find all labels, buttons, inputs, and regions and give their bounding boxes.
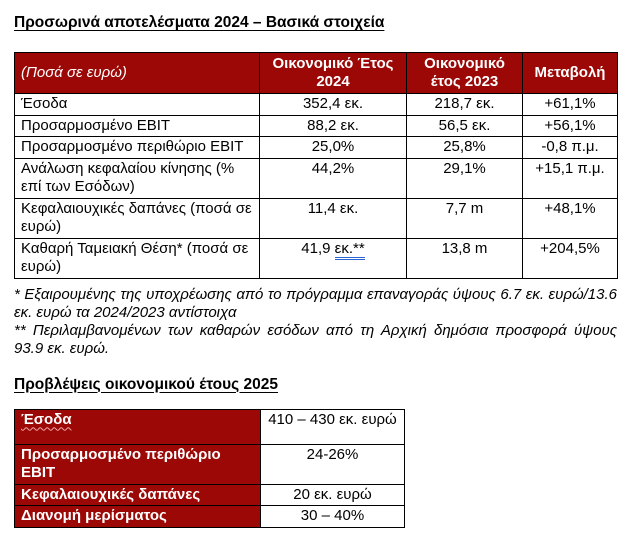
- row-label-text: Διανομή μερίσματος: [21, 507, 167, 524]
- table-row: Έσοδα 410 – 430 εκ. ευρώ: [14, 408, 405, 445]
- preliminary-results-title: Προσωρινά αποτελέσματα 2024 – Βασικά στο…: [14, 14, 385, 31]
- row-label: Ανάλωση κεφαλαίου κίνησης (% επί των Εσό…: [14, 157, 260, 199]
- guidance-table: Έσοδα 410 – 430 εκ. ευρώ Προσαρμοσμένο π…: [14, 408, 405, 528]
- row-value: 20 εκ. ευρώ: [260, 483, 405, 506]
- row-label: Διανομή μερίσματος: [14, 505, 261, 528]
- table-row: Κεφαλαιουχικές δαπάνες (ποσά σε ευρώ) 11…: [14, 197, 618, 239]
- value-2023: 56,5 εκ.: [406, 114, 523, 137]
- table-row: Ανάλωση κεφαλαίου κίνησης (% επί των Εσό…: [14, 157, 618, 199]
- row-label: Έσοδα: [14, 93, 260, 116]
- row-label: Προσαρμοσμένο περιθώριο EBIT: [14, 136, 260, 159]
- table-row: Κεφαλαιουχικές δαπάνες 20 εκ. ευρώ: [14, 483, 405, 506]
- value-2024-main: 41,9: [301, 239, 335, 257]
- table-row: Έσοδα 352,4 εκ. 218,7 εκ. +61,1%: [14, 93, 618, 116]
- value-2024: 88,2 εκ.: [259, 114, 407, 137]
- footnote-1: * Εξαιρουμένης της υποχρέωσης από το πρό…: [14, 285, 617, 321]
- grammar-check-underline: εκ.**: [334, 239, 365, 260]
- guidance-title: Προβλέψεις οικονομικού έτους 2025: [14, 375, 279, 393]
- value-change: +61,1%: [522, 93, 618, 116]
- header-fiscal-year-2023: Οικονομικό έτος 2023: [406, 52, 523, 94]
- table-header-row: (Ποσά σε ευρώ) Οικονομικό Έτος 2024 Οικο…: [14, 52, 618, 94]
- table-row: Προσαρμοσμένο EBIT 88,2 εκ. 56,5 εκ. +56…: [14, 114, 618, 137]
- table-row: Προσαρμοσμένο περιθώριο EBIT 24-26%: [14, 443, 405, 485]
- row-value: 30 – 40%: [260, 505, 405, 528]
- preliminary-results-table: (Ποσά σε ευρώ) Οικονομικό Έτος 2024 Οικο…: [14, 52, 618, 279]
- value-2024: 11,4 εκ.: [259, 197, 407, 239]
- value-2023: 218,7 εκ.: [406, 93, 523, 116]
- table-row: Προσαρμοσμένο περιθώριο EBIT 25,0% 25,8%…: [14, 136, 618, 159]
- value-2023: 13,8 m: [406, 237, 523, 279]
- table-row: Καθαρή Ταμειακή Θέση* (ποσά σε ευρώ) 41,…: [14, 237, 618, 279]
- value-change: -0,8 π.μ.: [522, 136, 618, 159]
- value-2023: 7,7 m: [406, 197, 523, 239]
- value-2023: 25,8%: [406, 136, 523, 159]
- value-2024: 352,4 εκ.: [259, 93, 407, 116]
- value-2024: 41,9 εκ.**: [259, 237, 407, 279]
- row-label: Κεφαλαιουχικές δαπάνες: [14, 483, 261, 506]
- row-label: Καθαρή Ταμειακή Θέση* (ποσά σε ευρώ): [14, 237, 260, 279]
- row-label: Προσαρμοσμένο περιθώριο EBIT: [14, 443, 261, 485]
- header-amounts-note: (Ποσά σε ευρώ): [14, 52, 260, 94]
- value-change: +56,1%: [522, 114, 618, 137]
- row-label-text: Προσαρμοσμένο περιθώριο EBIT: [21, 445, 221, 482]
- value-2023: 29,1%: [406, 157, 523, 199]
- table-row: Διανομή μερίσματος 30 – 40%: [14, 505, 405, 528]
- row-value: 24-26%: [260, 443, 405, 485]
- row-label: Έσοδα: [14, 408, 261, 445]
- footnotes-block: * Εξαιρουμένης της υποχρέωσης από το πρό…: [14, 286, 617, 358]
- header-fiscal-year-2024: Οικονομικό Έτος 2024: [259, 52, 407, 94]
- value-change: +15,1 π.μ.: [522, 157, 618, 199]
- value-change: +204,5%: [522, 237, 618, 279]
- value-2024: 25,0%: [259, 136, 407, 159]
- footnote-2: ** Περιλαμβανομένων των καθαρών εσόδων α…: [14, 321, 617, 357]
- row-label-text: Κεφαλαιουχικές δαπάνες: [21, 485, 201, 503]
- row-label: Προσαρμοσμένο EBIT: [14, 114, 260, 137]
- row-value: 410 – 430 εκ. ευρώ: [260, 408, 405, 445]
- header-change: Μεταβολή: [522, 52, 618, 94]
- value-2024: 44,2%: [259, 157, 407, 199]
- value-change: +48,1%: [522, 197, 618, 239]
- row-label: Κεφαλαιουχικές δαπάνες (ποσά σε ευρώ): [14, 197, 260, 239]
- spellcheck-wavy-underline: Έσοδα: [21, 410, 72, 428]
